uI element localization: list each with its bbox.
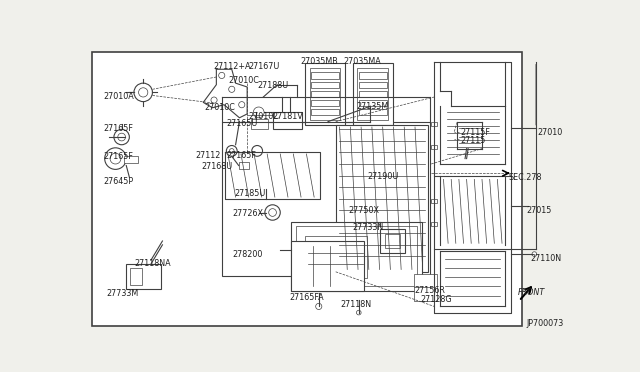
Circle shape	[269, 209, 276, 217]
Text: 27118NA: 27118NA	[134, 259, 171, 268]
Text: 27190U: 27190U	[367, 172, 399, 181]
Bar	[359, 91, 387, 97]
Bar	[336, 125, 428, 272]
Circle shape	[105, 148, 126, 169]
Text: 27115: 27115	[460, 136, 486, 145]
Text: 27168U: 27168U	[201, 163, 232, 171]
Text: 27645P: 27645P	[103, 177, 133, 186]
Bar	[126, 264, 161, 289]
Text: 27733N: 27733N	[353, 223, 384, 232]
Text: 27112: 27112	[196, 151, 221, 160]
Bar	[311, 109, 339, 115]
Bar	[385, 234, 401, 248]
Bar	[311, 100, 339, 106]
Text: 27010C: 27010C	[205, 103, 236, 112]
Circle shape	[118, 133, 125, 141]
Bar	[92, 52, 522, 326]
Text: 27010A: 27010A	[103, 92, 134, 102]
Circle shape	[139, 88, 148, 97]
Bar	[431, 222, 437, 226]
Circle shape	[532, 252, 537, 256]
Text: 27167U: 27167U	[249, 62, 280, 71]
Bar	[273, 112, 302, 129]
Text: 27015: 27015	[526, 206, 551, 215]
Circle shape	[239, 102, 245, 108]
Text: 27010C: 27010C	[228, 76, 259, 85]
Bar	[296, 226, 417, 286]
Text: 27110N: 27110N	[531, 254, 562, 263]
Bar	[431, 122, 437, 126]
Bar	[353, 63, 393, 125]
Text: 27035MB: 27035MB	[300, 57, 338, 66]
Text: 27733M: 27733M	[106, 289, 138, 298]
Text: 27128G: 27128G	[420, 295, 452, 304]
Text: 27156R: 27156R	[414, 286, 445, 295]
Circle shape	[114, 129, 129, 145]
Text: 27010: 27010	[538, 128, 563, 137]
Bar	[359, 100, 387, 106]
Circle shape	[110, 153, 121, 164]
Bar	[291, 222, 422, 291]
Text: SEC.278: SEC.278	[509, 173, 543, 182]
Circle shape	[252, 145, 262, 156]
Bar	[305, 235, 367, 278]
Text: 27165FA: 27165FA	[289, 293, 324, 302]
Bar	[310, 68, 340, 120]
Bar	[239, 163, 250, 169]
Circle shape	[230, 148, 234, 153]
Bar	[359, 109, 387, 115]
Bar	[311, 73, 339, 78]
Bar	[221, 122, 429, 276]
Circle shape	[211, 97, 217, 103]
Bar	[311, 81, 339, 88]
Text: 27181V: 27181V	[273, 112, 303, 121]
Text: 27185U: 27185U	[234, 189, 266, 198]
Bar	[124, 155, 138, 163]
Text: 27035MA: 27035MA	[344, 57, 381, 66]
Circle shape	[265, 205, 280, 220]
Text: 27115F: 27115F	[460, 128, 490, 137]
Text: 27112+A: 27112+A	[213, 62, 251, 71]
Bar	[380, 230, 405, 253]
Bar	[359, 73, 387, 78]
Text: 27165U: 27165U	[227, 119, 258, 128]
Circle shape	[227, 145, 237, 156]
Text: JP700073: JP700073	[527, 319, 564, 328]
Text: 278200: 278200	[232, 250, 263, 259]
Text: 27750X: 27750X	[348, 206, 379, 215]
Bar	[291, 241, 364, 291]
Circle shape	[134, 83, 152, 102]
Bar	[251, 119, 268, 129]
Bar	[359, 81, 387, 88]
Text: 27726X: 27726X	[232, 209, 264, 218]
Text: FRONT: FRONT	[518, 288, 545, 297]
Circle shape	[228, 86, 235, 92]
Bar	[357, 68, 388, 120]
Bar	[311, 91, 339, 97]
Bar	[431, 145, 437, 150]
Text: 27188U: 27188U	[257, 81, 289, 90]
Circle shape	[316, 303, 322, 310]
Text: 27165F: 27165F	[103, 124, 133, 133]
Circle shape	[253, 107, 264, 118]
Text: 27118N: 27118N	[340, 299, 371, 308]
Text: 27165F: 27165F	[227, 151, 256, 160]
Text: 27010C: 27010C	[248, 112, 279, 121]
Circle shape	[219, 73, 225, 78]
Circle shape	[356, 310, 361, 315]
Text: 27165F: 27165F	[103, 153, 133, 161]
Bar	[414, 274, 437, 301]
Bar	[130, 268, 143, 285]
Bar	[431, 199, 437, 203]
Text: 27135M: 27135M	[356, 102, 388, 111]
Bar	[305, 63, 345, 125]
